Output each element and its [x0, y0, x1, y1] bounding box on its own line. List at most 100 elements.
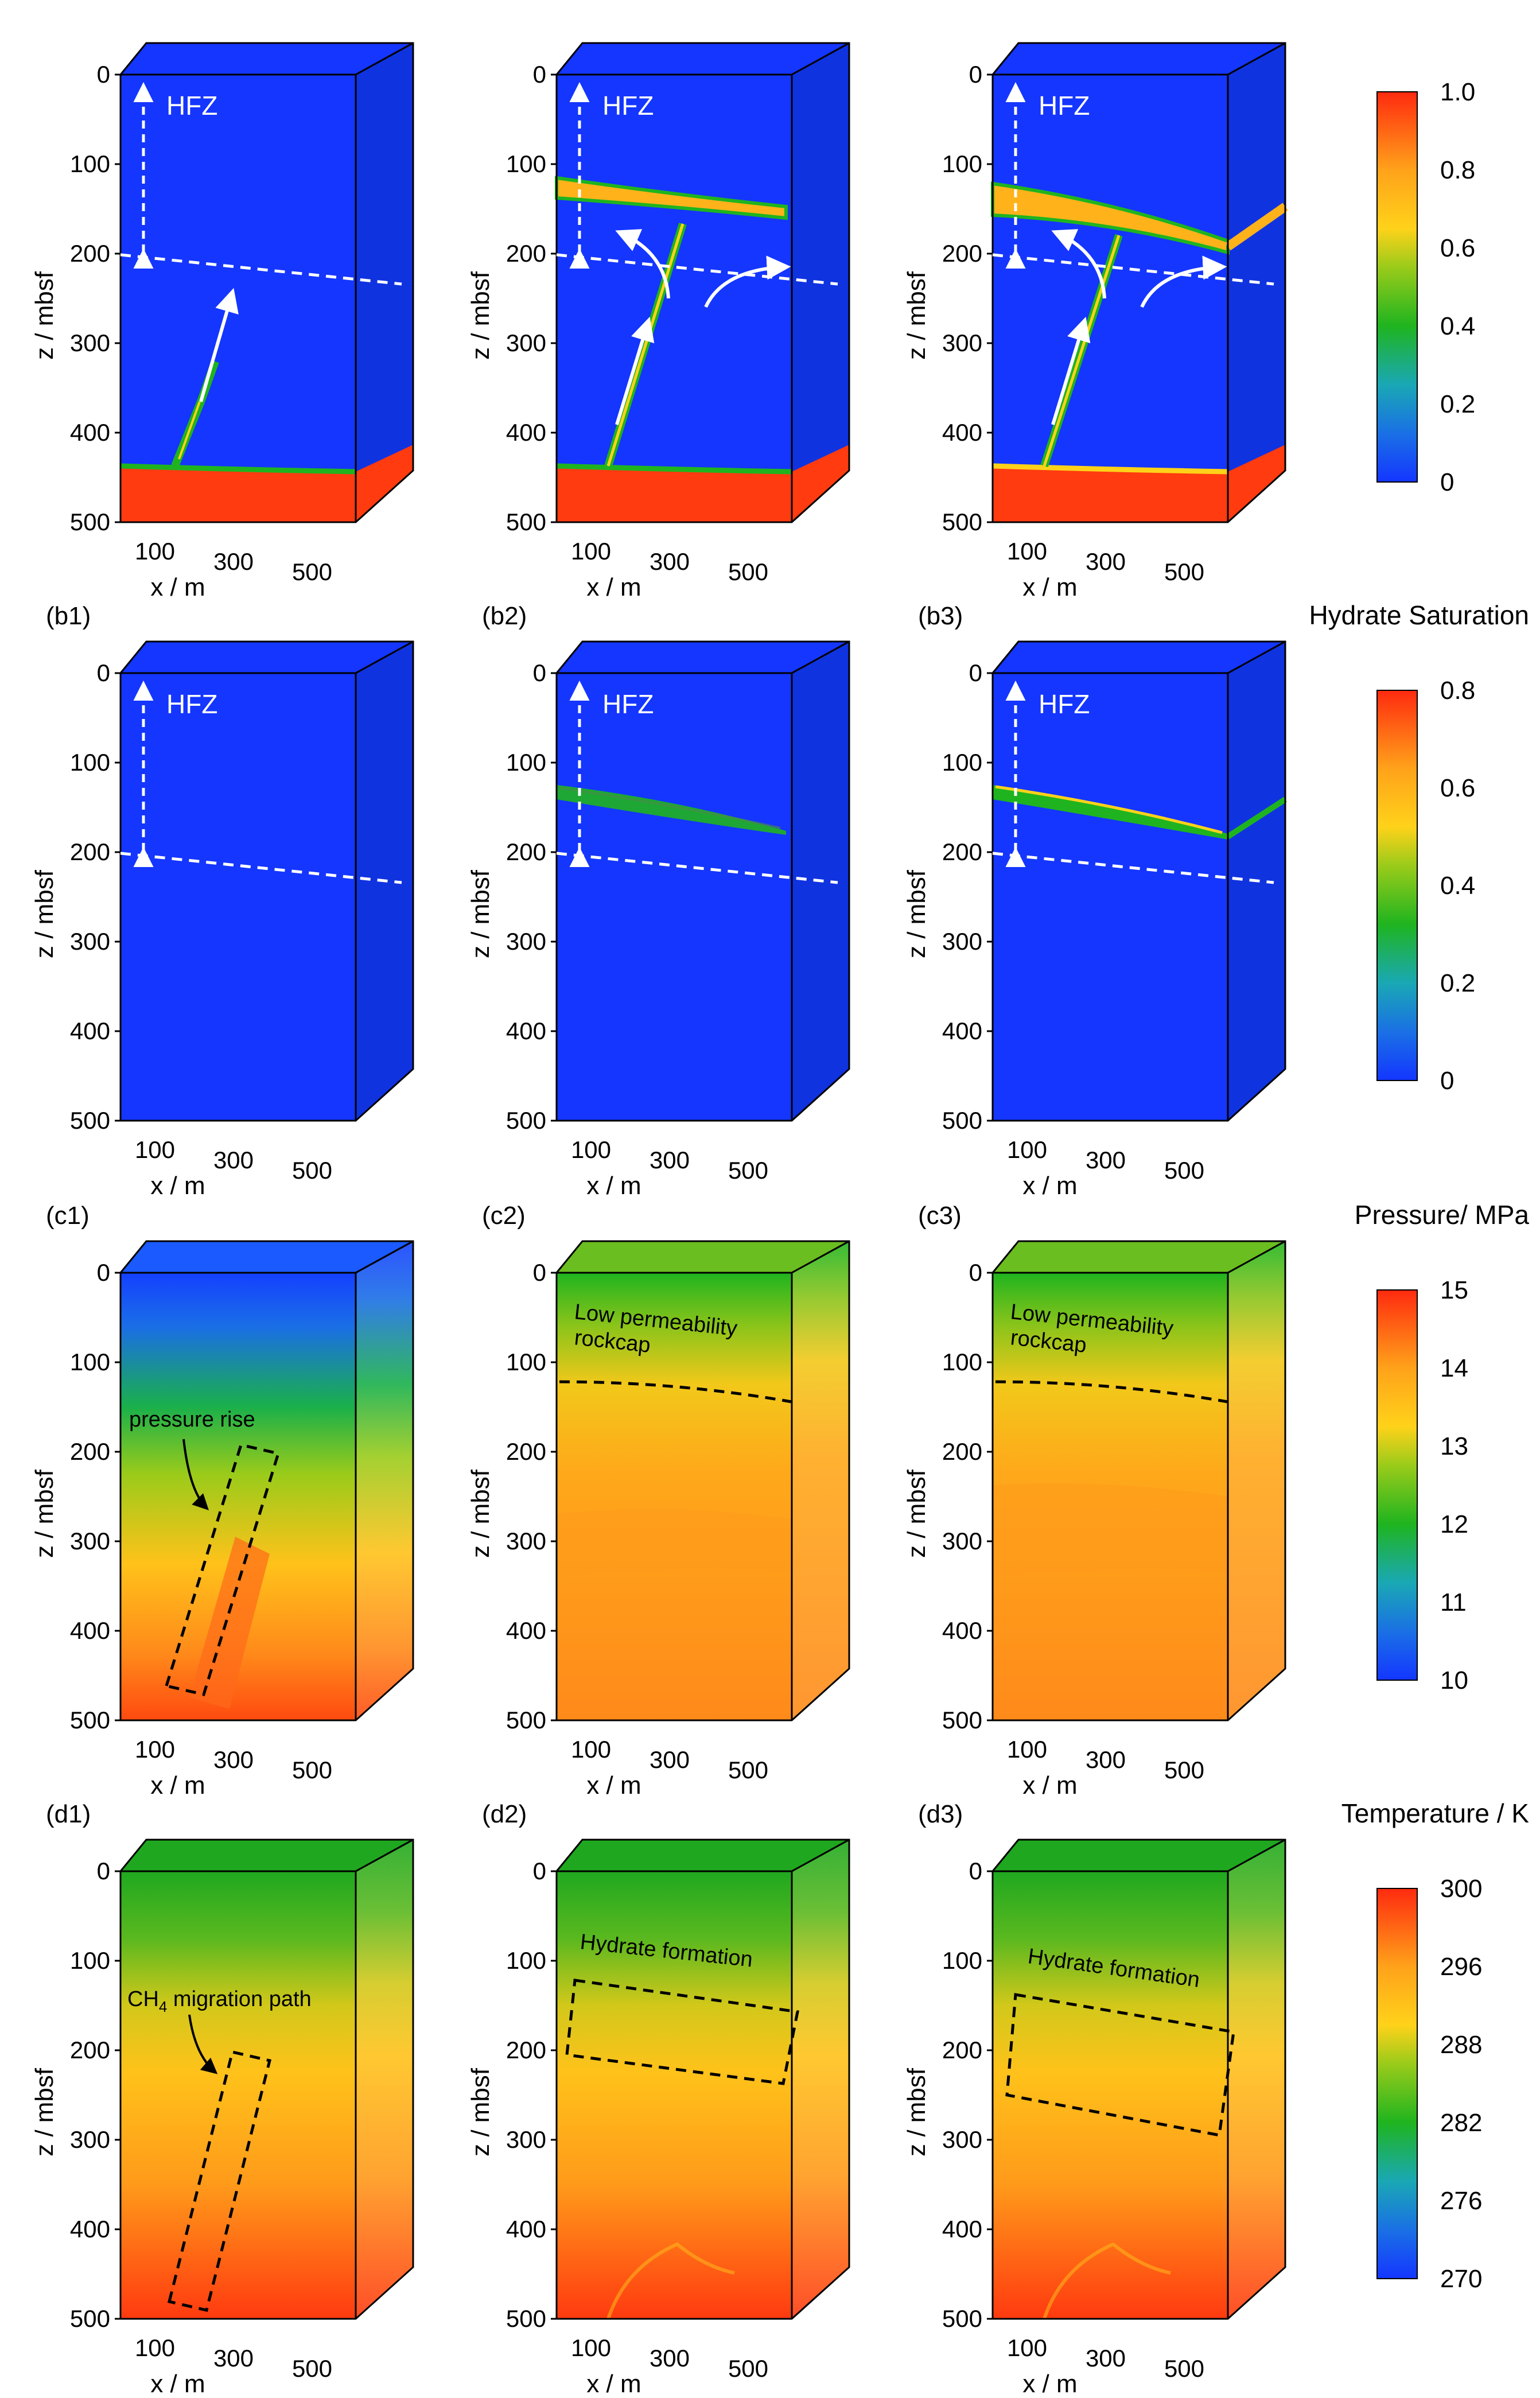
x-tick-label: 300: [213, 548, 254, 575]
y-tick-label: 400: [70, 1617, 110, 1644]
y-tick-label: 100: [942, 150, 982, 177]
colorbar-tick-label: 0: [1440, 468, 1454, 496]
panel-c3: Low permeability rockcap: [991, 1240, 1286, 1721]
y-tick-label: 0: [97, 1857, 110, 1884]
y-tick-label: 200: [70, 1438, 110, 1465]
y-tick-label: 0: [533, 61, 546, 88]
colorbar-tick-label: 12: [1440, 1510, 1468, 1538]
colorbar-tick-label: 282: [1440, 2109, 1482, 2137]
x-tick-label: 500: [728, 558, 768, 585]
y-tick-label: 0: [969, 1857, 982, 1884]
y-axis-label: z / mbsf: [466, 2067, 495, 2156]
x-tick-label: 500: [1164, 2355, 1204, 2382]
panel-label: (b3): [918, 602, 963, 630]
colorbar-title: Pressure/ MPa: [1355, 1200, 1530, 1230]
y-axis-label: z / mbsf: [30, 271, 59, 360]
y-tick-label: 300: [942, 329, 982, 356]
x-tick-label: 300: [1086, 548, 1126, 575]
hfz-label: HFZ: [1039, 689, 1090, 719]
x-tick-label: 100: [571, 1736, 611, 1763]
colorbar-tick-label: 0: [1440, 1067, 1454, 1095]
y-tick-label: 100: [506, 150, 546, 177]
x-tick-label: 300: [213, 1146, 254, 1173]
colorbar-tick-label: 0.4: [1440, 312, 1475, 340]
colorbar: [1376, 690, 1418, 1081]
x-axis-label: x / m: [150, 1172, 205, 1200]
y-tick-label: 300: [942, 1528, 982, 1554]
x-tick-label: 300: [213, 1746, 254, 1773]
y-tick-label: 0: [533, 1259, 546, 1286]
colorbar: [1376, 91, 1418, 483]
x-tick-label: 500: [1164, 1157, 1204, 1184]
x-axis-label: x / m: [1022, 573, 1077, 601]
y-tick-label: 500: [942, 2305, 982, 2332]
colorbar-tick-label: 270: [1440, 2265, 1482, 2293]
x-tick-label: 100: [1007, 2334, 1047, 2361]
migration-path-text: migration path: [167, 1987, 311, 2011]
x-tick-label: 300: [1086, 2345, 1126, 2372]
y-tick-label: 500: [506, 1707, 546, 1734]
y-tick-label: 300: [70, 329, 110, 356]
colorbar-tick-label: 10: [1440, 1666, 1468, 1694]
y-tick-label: 400: [942, 1617, 982, 1644]
y-axis-label: z / mbsf: [30, 2067, 59, 2156]
x-tick-label: 300: [650, 2345, 690, 2372]
cube: [119, 1839, 414, 2320]
y-axis-label: z / mbsf: [903, 271, 931, 360]
x-axis-label: x / m: [586, 1172, 641, 1200]
x-tick-label: 100: [571, 1136, 611, 1163]
colorbar-tick-label: 300: [1440, 1875, 1482, 1903]
y-tick-label: 100: [506, 1348, 546, 1375]
panel-c1: pressure rise: [119, 1240, 414, 1721]
y-tick-label: 500: [942, 1707, 982, 1734]
y-tick-label: 300: [70, 2126, 110, 2153]
colorbar-tick-label: 1.0: [1440, 78, 1475, 106]
colorbar-title: Hydrate Saturation: [1309, 600, 1529, 630]
y-tick-label: 400: [942, 419, 982, 446]
y-tick-label: 100: [942, 1348, 982, 1375]
panel-b3: HFZ: [991, 640, 1287, 1122]
panel-label: (d3): [918, 1800, 963, 1828]
y-axis-label: z / mbsf: [30, 1469, 59, 1558]
panel-b2: HFZ: [555, 640, 850, 1122]
y-axis-label: z / mbsf: [30, 869, 59, 958]
y-tick-label: 500: [70, 1707, 110, 1734]
hfz-label: HFZ: [1039, 91, 1090, 121]
cube: [555, 42, 850, 523]
y-tick-label: 0: [97, 61, 110, 88]
cube: [119, 1240, 414, 1721]
pressure-rise-label: pressure rise: [129, 1408, 255, 1432]
y-tick-label: 300: [506, 928, 546, 955]
y-tick-label: 400: [70, 1017, 110, 1044]
x-tick-label: 300: [650, 548, 690, 575]
panel-d2: Hydrate formation: [555, 1839, 850, 2320]
colorbar-tick-label: 14: [1440, 1354, 1468, 1382]
x-tick-label: 300: [1086, 1746, 1126, 1773]
y-tick-label: 500: [70, 2305, 110, 2332]
panel-label: (b2): [482, 602, 527, 630]
colorbar-tick-label: 13: [1440, 1432, 1468, 1460]
y-tick-label: 200: [942, 838, 982, 865]
colorbar-tick-label: 296: [1440, 1953, 1482, 1981]
y-tick-label: 300: [506, 2126, 546, 2153]
y-tick-label: 500: [70, 508, 110, 535]
y-tick-label: 300: [506, 329, 546, 356]
y-tick-label: 400: [506, 419, 546, 446]
x-axis-label: x / m: [586, 573, 641, 601]
panel-a2: HFZ: [555, 42, 850, 523]
colorbar-tick-label: 15: [1440, 1276, 1468, 1304]
y-tick-label: 0: [969, 61, 982, 88]
x-tick-label: 500: [292, 2355, 332, 2382]
y-tick-label: 0: [533, 659, 546, 686]
y-tick-label: 100: [506, 749, 546, 776]
panel-d1: CH4 migration path: [119, 1839, 414, 2320]
x-tick-label: 100: [135, 1736, 175, 1763]
y-tick-label: 400: [70, 419, 110, 446]
x-tick-label: 100: [1007, 1736, 1047, 1763]
y-axis-label: z / mbsf: [903, 1469, 931, 1558]
y-tick-label: 200: [70, 838, 110, 865]
y-tick-label: 0: [969, 659, 982, 686]
panel-b1: HFZ: [119, 640, 414, 1122]
x-tick-label: 100: [135, 538, 175, 565]
y-tick-label: 500: [506, 1107, 546, 1134]
